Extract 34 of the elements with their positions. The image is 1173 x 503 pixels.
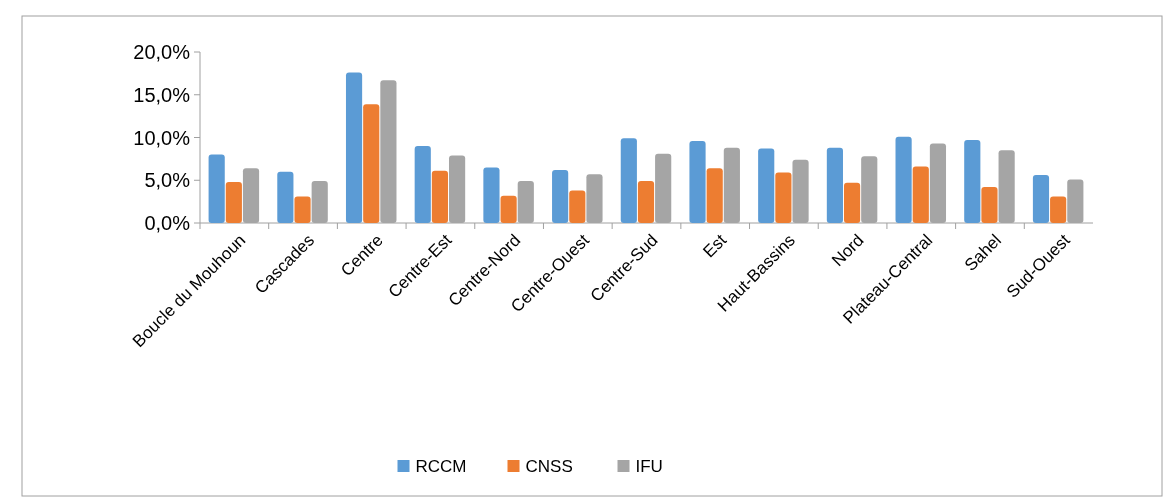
bar xyxy=(277,171,294,223)
bar xyxy=(1050,196,1067,223)
bar xyxy=(775,172,792,223)
bar xyxy=(843,182,861,223)
y-tick-label: 0,0% xyxy=(144,212,191,234)
bar xyxy=(620,138,637,223)
bar xyxy=(345,72,363,223)
bar xyxy=(500,195,517,223)
bar xyxy=(826,147,843,223)
y-tick-label: 5,0% xyxy=(144,169,191,192)
y-tick-label: 15,0% xyxy=(133,83,191,106)
legend-label: IFU xyxy=(635,456,663,476)
y-tick-label: 20,0% xyxy=(133,41,191,63)
bar xyxy=(637,181,655,223)
bar xyxy=(964,140,981,223)
bar xyxy=(981,187,998,223)
bar xyxy=(208,154,225,223)
bar xyxy=(431,170,449,223)
bar xyxy=(758,148,775,223)
y-tick-label: 10,0% xyxy=(133,126,191,149)
bar xyxy=(1032,175,1050,223)
bar xyxy=(552,169,569,223)
legend-label: RCCM xyxy=(415,456,467,476)
bar xyxy=(912,166,929,223)
legend-label: CNSS xyxy=(525,456,573,476)
bar xyxy=(225,181,242,223)
bar xyxy=(895,136,912,223)
bar xyxy=(569,190,586,223)
bar xyxy=(689,140,706,223)
bar xyxy=(483,167,500,223)
bar xyxy=(706,168,723,223)
bar xyxy=(294,196,311,223)
bar xyxy=(414,146,431,223)
bar xyxy=(363,104,380,223)
